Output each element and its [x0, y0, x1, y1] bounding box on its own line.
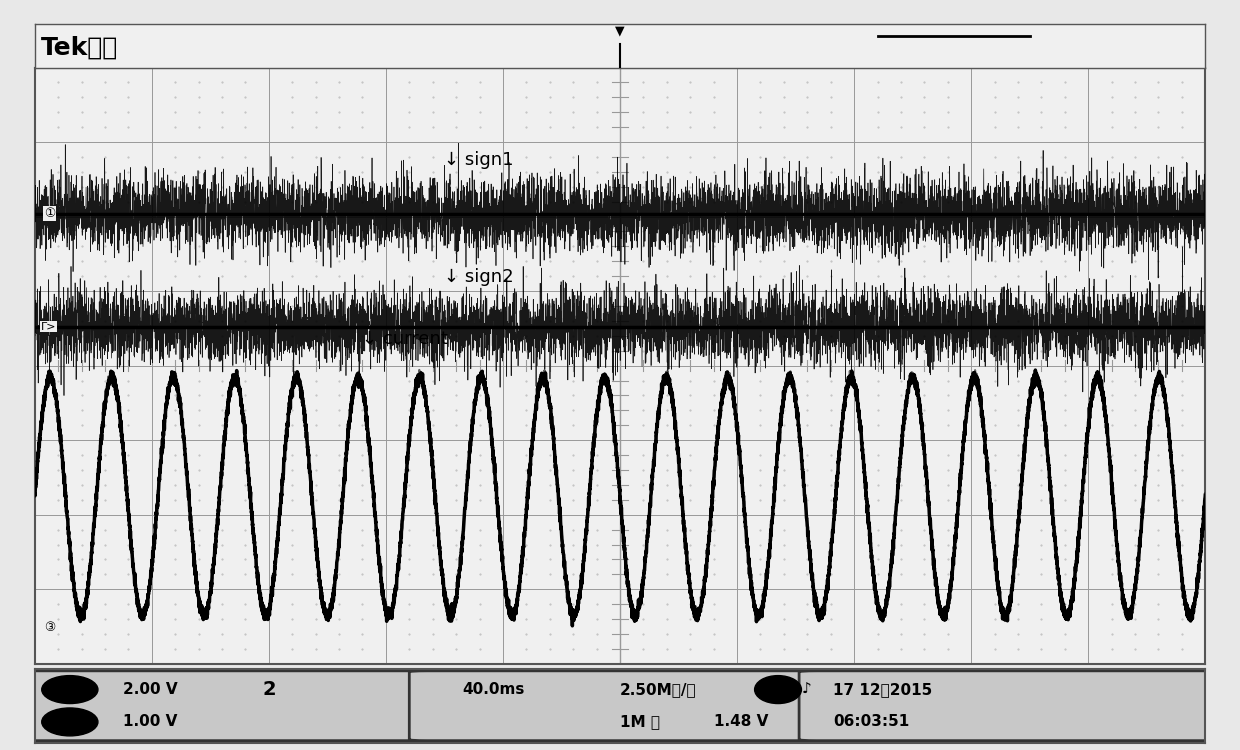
Ellipse shape: [755, 676, 801, 704]
Text: ▼: ▼: [615, 24, 625, 37]
Text: ③: ③: [45, 621, 56, 634]
Text: 40.0ms: 40.0ms: [463, 682, 525, 697]
Text: Γ>: Γ>: [41, 322, 56, 332]
Ellipse shape: [42, 676, 98, 704]
Text: 1M 点: 1M 点: [620, 715, 660, 730]
Text: 1.48 V: 1.48 V: [714, 715, 768, 730]
Text: ▼: ▼: [615, 55, 625, 68]
Text: ↓ sign2: ↓ sign2: [444, 268, 515, 286]
Text: 1.00 V: 1.00 V: [123, 715, 177, 730]
Text: 2.00 V: 2.00 V: [123, 682, 177, 697]
FancyBboxPatch shape: [409, 670, 825, 741]
FancyBboxPatch shape: [799, 670, 1220, 741]
Text: Tek滚动: Tek滚动: [41, 36, 118, 60]
Text: 2: 2: [263, 680, 277, 699]
Text: ↓ current: ↓ current: [362, 330, 449, 348]
Text: 17 12月2015: 17 12月2015: [833, 682, 932, 697]
Text: ♪: ♪: [801, 682, 811, 697]
Text: 06:03:51: 06:03:51: [833, 715, 909, 730]
Ellipse shape: [42, 708, 98, 736]
Text: ①: ①: [45, 207, 56, 220]
Text: ↓ sign1: ↓ sign1: [444, 151, 513, 169]
FancyBboxPatch shape: [19, 670, 434, 741]
Text: 2.50M次/秒: 2.50M次/秒: [620, 682, 697, 697]
